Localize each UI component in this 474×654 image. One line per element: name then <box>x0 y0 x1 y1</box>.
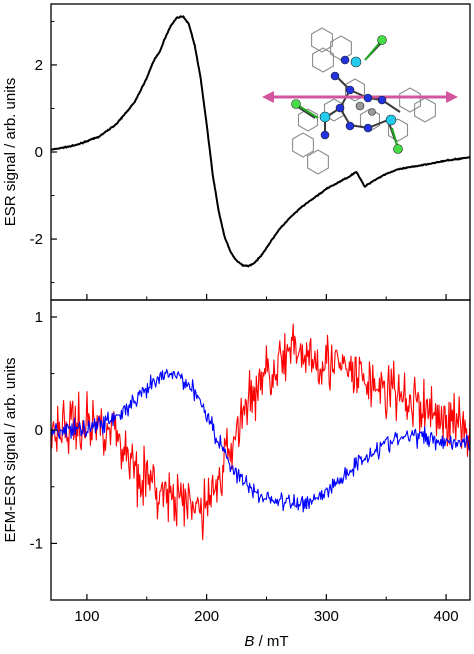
x-tick-label: 100 <box>74 608 99 625</box>
molecule-atom <box>340 55 350 65</box>
molecule-atom <box>377 95 387 105</box>
series-line-0 <box>51 15 470 268</box>
molecule-atom <box>335 103 345 113</box>
molecule-atom <box>363 93 373 103</box>
arrow-head-left-icon <box>262 91 274 103</box>
x-tick-label: 400 <box>434 608 459 625</box>
arrow-head-right-icon <box>446 91 458 103</box>
molecule-ring <box>399 87 421 113</box>
y-tick-label: 0 <box>35 422 43 439</box>
molecule-ring <box>311 27 333 53</box>
molecule-atom <box>291 99 301 109</box>
molecule-ring <box>307 149 329 175</box>
x-tick-label: 300 <box>314 608 339 625</box>
molecule-atom <box>345 121 355 131</box>
molecule-ring <box>292 132 314 158</box>
y-tick-label: 1 <box>35 309 43 326</box>
plot-frame <box>50 299 471 601</box>
molecule-atom <box>363 123 373 133</box>
molecule-atom <box>355 101 365 111</box>
molecule-atom <box>393 144 403 154</box>
molecule-atom <box>330 71 340 81</box>
y-tick-label: -2 <box>30 231 43 248</box>
molecule-ring <box>312 47 334 73</box>
x-tick-label: 200 <box>194 608 219 625</box>
series-line-1 <box>51 368 470 513</box>
y-axis-label: ESR signal / arb. units <box>2 78 19 226</box>
y-tick-label: 2 <box>35 57 43 74</box>
molecule-atom <box>350 56 362 68</box>
y-axis-label: EFM-ESR signal / arb. units <box>2 357 19 542</box>
molecule-atom <box>377 35 387 45</box>
molecule-atom <box>368 108 376 116</box>
molecule-ring <box>323 98 345 122</box>
y-tick-label: -1 <box>30 535 43 552</box>
molecule-ring <box>297 108 319 132</box>
bottom-efm-esr-panel: -1 0 1 100 200 300 400 EFM-ESR signal / arb. un… <box>2 299 471 650</box>
molecule-atom <box>319 111 331 123</box>
x-axis-label: B / mT <box>244 633 288 650</box>
series-line-0 <box>51 323 470 541</box>
molecule-atom <box>320 130 330 140</box>
molecule-inset <box>262 27 458 175</box>
molecule-atom <box>385 114 397 126</box>
molecule-atom <box>345 85 355 95</box>
molecule-ring <box>414 97 436 123</box>
y-tick-label: 0 <box>35 144 43 161</box>
